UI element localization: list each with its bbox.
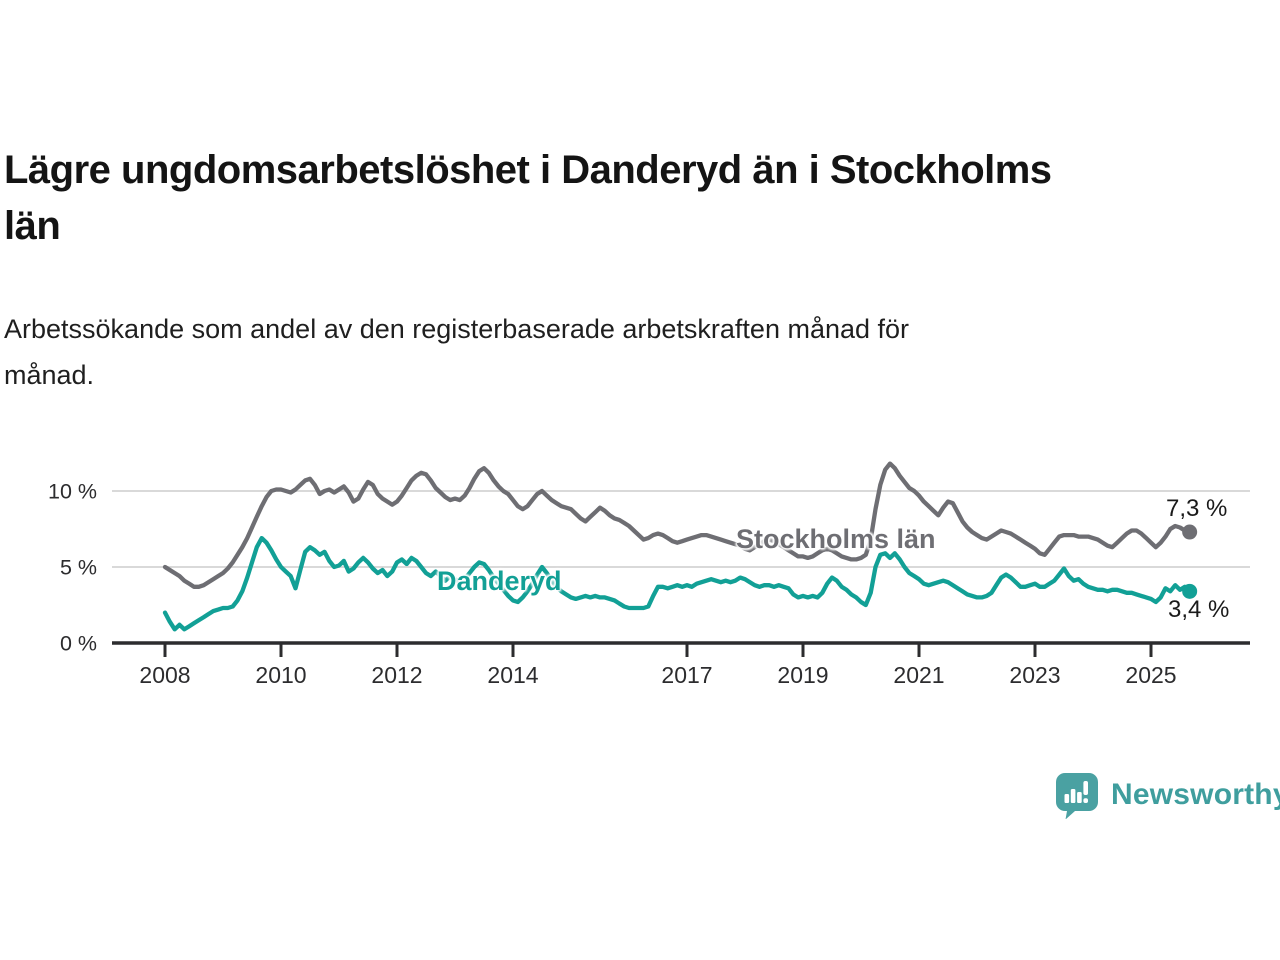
x-axis-tick-label: 2010 [255, 662, 306, 688]
series-end-dot-stockholms-lan [1182, 524, 1198, 540]
end-value-label-danderyd: 3,4 % [1168, 596, 1230, 623]
chart-subtitle: Arbetssökande som andel av den registerb… [4, 306, 1204, 399]
page-title-line-1: Lägre ungdomsarbetslöshet i Danderyd än … [4, 148, 1052, 192]
page-title-line-2: län [4, 204, 61, 248]
y-axis-tick-label: 0 % [60, 632, 97, 656]
newsworthy-logo: Newsworthy [1054, 771, 1280, 819]
series-line-stockholms-lan [162, 461, 1192, 589]
series-line-danderyd [162, 535, 1192, 632]
x-axis-tick-label: 2025 [1125, 662, 1176, 688]
x-axis-tick-label: 2012 [371, 662, 422, 688]
x-axis-tick-label: 2021 [893, 662, 944, 688]
series-label-danderyd: Danderyd [437, 566, 562, 596]
x-axis-tick-label: 2014 [487, 662, 538, 688]
bar-chart-speech-bubble-icon [1056, 773, 1098, 819]
x-axis-tick-label: 2023 [1009, 662, 1060, 688]
x-axis-tick-label: 2008 [139, 662, 190, 688]
end-value-label-stockholms-lan: 7,3 % [1166, 495, 1228, 522]
chart-subtitle-line-2: månad. [4, 360, 95, 391]
x-axis-tick-label: 2019 [777, 662, 828, 688]
y-axis-tick-label: 5 % [60, 556, 97, 580]
series-label-stockholms-lan: Stockholms län [736, 524, 936, 554]
page-title: Lägre ungdomsarbetslöshet i Danderyd än … [4, 142, 1264, 254]
x-axis-tick-label: 2017 [661, 662, 712, 688]
newsworthy-logo-text: Newsworthy [1111, 778, 1280, 811]
y-axis-tick-label: 10 % [48, 480, 97, 504]
series-end-dot-danderyd [1182, 583, 1198, 599]
chart-subtitle-line-1: Arbetssökande som andel av den registerb… [4, 314, 910, 344]
